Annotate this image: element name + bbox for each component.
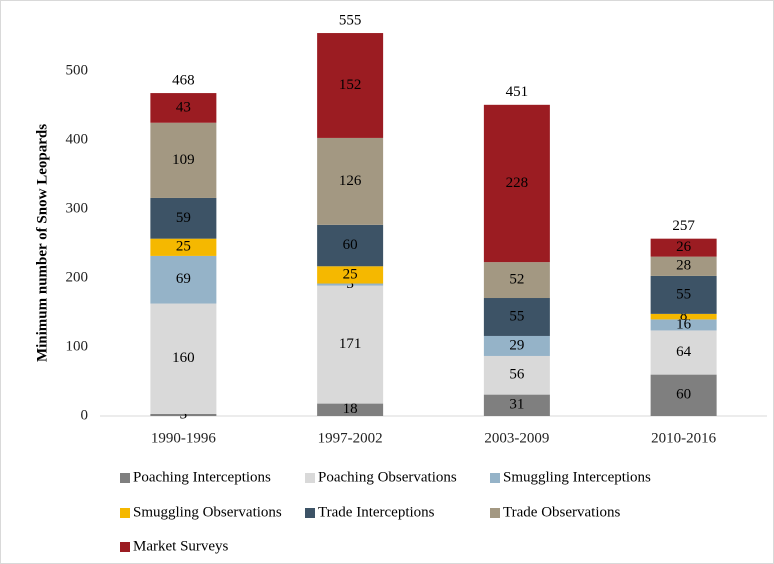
data-label: 25 bbox=[176, 239, 191, 255]
bar-segment bbox=[150, 93, 217, 123]
data-label: 55 bbox=[676, 286, 691, 302]
bar-segment bbox=[650, 238, 717, 257]
bar-segment bbox=[150, 413, 217, 416]
bar-segment bbox=[150, 303, 217, 414]
y-tick-label: 400 bbox=[66, 131, 89, 147]
data-label: 52 bbox=[509, 272, 524, 288]
legend-label: Poaching Observations bbox=[318, 469, 457, 485]
data-label: 228 bbox=[506, 175, 529, 191]
x-tick-label: 1997-2002 bbox=[318, 430, 383, 446]
legend-swatch bbox=[305, 473, 315, 483]
y-tick-label: 0 bbox=[81, 407, 89, 423]
x-tick-label: 1990-1996 bbox=[151, 430, 216, 446]
y-axis-title: Minimum number of Snow Leopards bbox=[34, 124, 50, 362]
legend-label: Smuggling Observations bbox=[133, 504, 282, 520]
data-label: 69 bbox=[176, 271, 191, 287]
data-label: 160 bbox=[172, 350, 195, 366]
bar-segment bbox=[483, 394, 550, 416]
bar-segment bbox=[650, 374, 717, 416]
data-label: 43 bbox=[176, 99, 191, 115]
data-label: 171 bbox=[339, 336, 362, 352]
legend-label: Market Surveys bbox=[133, 538, 229, 554]
bar-segment bbox=[650, 319, 717, 331]
legend-swatch bbox=[120, 473, 130, 483]
bar-segment bbox=[150, 197, 217, 239]
data-label: 25 bbox=[343, 266, 358, 282]
bar-segment bbox=[150, 238, 217, 256]
legend-swatch bbox=[490, 508, 500, 518]
y-tick-label: 500 bbox=[66, 62, 89, 78]
bar-segment bbox=[483, 298, 550, 336]
bar-segment bbox=[483, 355, 550, 395]
y-tick-label: 300 bbox=[66, 200, 89, 216]
data-label: 60 bbox=[343, 237, 358, 253]
data-label: 31 bbox=[509, 397, 524, 413]
bar-segment bbox=[317, 403, 384, 416]
x-tick-label: 2003-2009 bbox=[484, 430, 549, 446]
data-label: 152 bbox=[339, 77, 362, 93]
data-label: 26 bbox=[676, 239, 692, 255]
data-label: 64 bbox=[676, 344, 692, 360]
legend-label: Trade Observations bbox=[503, 504, 621, 520]
bar-segment bbox=[150, 122, 217, 198]
data-label: 3 bbox=[180, 406, 188, 422]
legend-label: Poaching Interceptions bbox=[133, 469, 271, 485]
data-label: 56 bbox=[509, 367, 525, 383]
bar-segment bbox=[650, 330, 717, 375]
bar-segment bbox=[650, 275, 717, 314]
bar-segment bbox=[317, 33, 384, 138]
bar-segment bbox=[317, 224, 384, 267]
bar-segment bbox=[483, 104, 550, 263]
x-tick-label: 2010-2016 bbox=[651, 430, 716, 446]
legend-swatch bbox=[305, 508, 315, 518]
data-label: 126 bbox=[339, 173, 362, 189]
bar-segment bbox=[317, 137, 384, 225]
bar-segment bbox=[317, 266, 384, 284]
bar-segment bbox=[150, 255, 217, 304]
bar-segment bbox=[483, 262, 550, 299]
data-label: 18 bbox=[343, 401, 358, 417]
total-label: 468 bbox=[172, 73, 195, 89]
legend-label: Trade Interceptions bbox=[318, 504, 435, 520]
legend-swatch bbox=[490, 473, 500, 483]
data-label: 16 bbox=[676, 316, 692, 332]
total-label: 257 bbox=[672, 218, 695, 234]
data-label: 29 bbox=[509, 337, 524, 353]
data-label: 28 bbox=[676, 258, 691, 274]
total-label: 555 bbox=[339, 12, 362, 28]
data-label: 59 bbox=[176, 210, 191, 226]
bar-segment bbox=[317, 285, 384, 404]
bar-segment bbox=[317, 283, 384, 286]
data-label: 109 bbox=[172, 152, 195, 168]
data-label: 8 bbox=[680, 308, 688, 324]
total-label: 451 bbox=[506, 84, 529, 100]
legend-swatch bbox=[120, 508, 130, 518]
bar-segment bbox=[650, 256, 717, 276]
y-tick-label: 200 bbox=[66, 269, 89, 285]
data-label: 55 bbox=[509, 308, 524, 324]
data-label: 60 bbox=[676, 387, 691, 403]
bar-segment bbox=[650, 313, 717, 320]
y-tick-label: 100 bbox=[66, 338, 89, 354]
data-label: 3 bbox=[346, 276, 354, 292]
legend-label: Smuggling Interceptions bbox=[503, 469, 651, 485]
bar-segment bbox=[483, 335, 550, 356]
legend-swatch bbox=[120, 542, 130, 552]
